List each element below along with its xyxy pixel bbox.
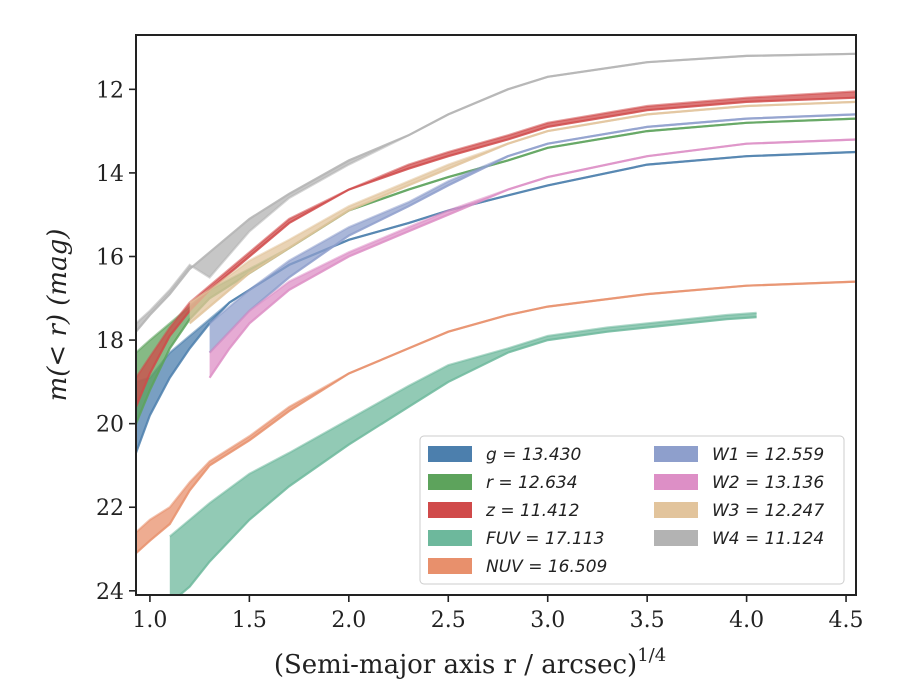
legend-swatch xyxy=(654,446,698,462)
legend-item-nuv: NUV = 16.509 xyxy=(428,557,607,577)
series-line-alt-fuv xyxy=(169,311,757,538)
series-band-w2 xyxy=(209,139,856,378)
legend-label: r = 12.634 xyxy=(486,473,578,493)
legend-item-r: r = 12.634 xyxy=(428,473,578,493)
legend-items: g = 13.430 r = 12.634 z = 11.412 FUV = 17.1… xyxy=(428,445,824,577)
axes-layer: 1.0 1.5 2.0 2.5 3.0 3.5 4.0 4.5 12 14 16 18 20 22 24 xyxy=(96,78,864,633)
legend: g = 13.430 r = 12.634 z = 11.412 FUV = 17.1… xyxy=(419,435,845,585)
x-tick-label: 1.5 xyxy=(232,608,267,633)
legend-item-w3: W3 = 12.247 xyxy=(654,501,824,521)
x-tick-label: 3.0 xyxy=(530,608,565,633)
legend-swatch xyxy=(428,530,472,546)
y-tick-label: 24 xyxy=(96,580,124,605)
legend-swatch xyxy=(428,502,472,518)
x-tick-label: 4.5 xyxy=(829,608,864,633)
legend-swatch xyxy=(428,474,472,490)
series-line-alt-w3 xyxy=(189,100,856,304)
series-line-alt-w1 xyxy=(208,113,856,325)
legend-label: W3 = 12.247 xyxy=(712,501,824,521)
series-line-alt-z xyxy=(136,90,856,379)
legend-label: FUV = 17.113 xyxy=(486,529,604,549)
series-w3 xyxy=(188,100,856,325)
legend-frame xyxy=(419,435,845,585)
legend-swatch xyxy=(654,530,698,546)
series-line-fuv xyxy=(178,316,757,595)
legend-item-w2: W2 = 13.136 xyxy=(654,473,824,493)
legend-item-g: g = 13.430 xyxy=(428,445,581,465)
x-axis-label-exponent: 1/4 xyxy=(637,645,666,666)
y-tick-label: 20 xyxy=(96,413,124,438)
y-tick-label: 16 xyxy=(96,245,124,270)
series-w4 xyxy=(136,52,856,333)
legend-label: g = 13.430 xyxy=(486,445,581,465)
series-z xyxy=(136,90,856,408)
y-tick-label: 22 xyxy=(96,496,124,521)
x-axis-label: (Semi-major axis r / arcsec)1/4 xyxy=(274,645,666,680)
legend-swatch xyxy=(654,502,698,518)
legend-item-w4: W4 = 11.124 xyxy=(654,529,824,549)
legend-item-fuv: FUV = 17.113 xyxy=(428,529,604,549)
legend-swatch xyxy=(428,558,472,574)
legend-label: z = 11.412 xyxy=(485,501,579,521)
legend-label: W2 = 13.136 xyxy=(712,473,824,493)
x-tick-label: 4.0 xyxy=(729,608,764,633)
x-tick-label: 2.0 xyxy=(331,608,366,633)
legend-item-w1: W1 = 12.559 xyxy=(654,445,824,465)
x-tick-label: 3.5 xyxy=(630,608,665,633)
legend-label: NUV = 16.509 xyxy=(486,557,607,577)
plot-frame xyxy=(135,34,857,596)
series-layer xyxy=(136,52,856,595)
x-tick-label: 2.5 xyxy=(431,608,466,633)
legend-swatch xyxy=(654,474,698,490)
series-line-alt-w2 xyxy=(208,138,856,354)
y-axis-label: m(< r) (mag) xyxy=(43,229,73,402)
series-fuv xyxy=(169,311,757,595)
legend-swatch xyxy=(428,446,472,462)
series-line-alt-nuv xyxy=(136,280,856,534)
x-tick-label: 1.0 xyxy=(132,608,167,633)
y-tick-label: 14 xyxy=(96,162,124,187)
y-tick-label: 18 xyxy=(96,329,124,354)
series-nuv xyxy=(136,280,856,555)
legend-label: W4 = 11.124 xyxy=(712,529,824,549)
series-line-alt-w4 xyxy=(136,52,856,325)
series-w2 xyxy=(208,138,856,379)
legend-item-z: z = 11.412 xyxy=(428,501,579,521)
x-axis-label-text: (Semi-major axis r / arcsec) xyxy=(274,650,637,680)
y-tick-label: 12 xyxy=(96,78,124,103)
legend-label: W1 = 12.559 xyxy=(712,445,824,465)
